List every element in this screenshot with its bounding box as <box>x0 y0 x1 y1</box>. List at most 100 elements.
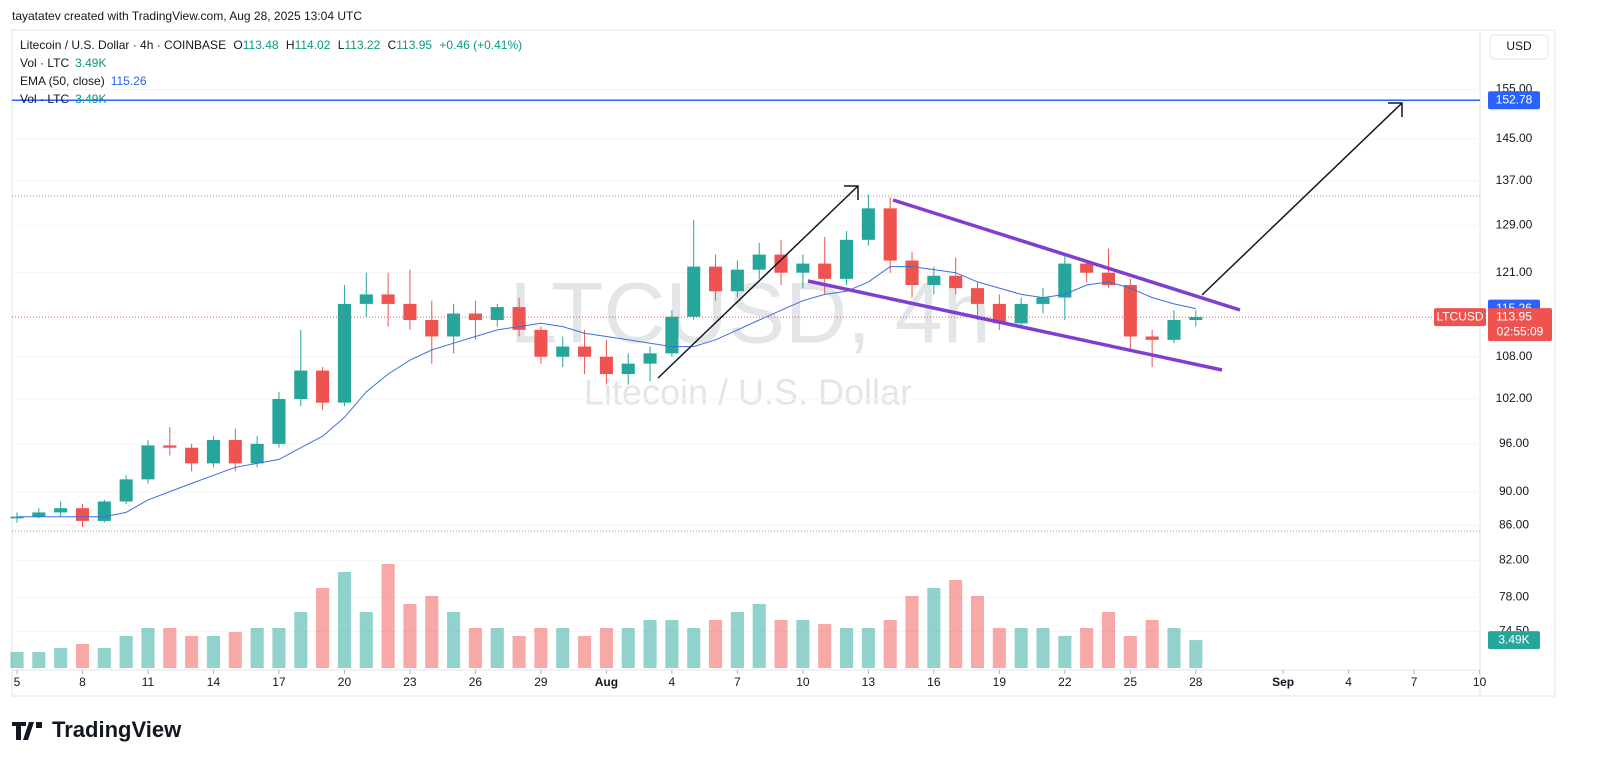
volume-label: 3.49K <box>1498 632 1529 646</box>
legend-ema: EMA (50, close) <box>20 74 105 88</box>
price-label-box <box>1488 91 1540 110</box>
arrow-head <box>844 185 859 200</box>
symbol-box <box>1434 308 1486 327</box>
candle-body <box>709 266 723 292</box>
candle-body <box>905 260 919 286</box>
x-tick-label: 7 <box>734 675 741 689</box>
volume-bar <box>119 636 133 668</box>
volume-bar <box>468 628 482 668</box>
candle-body <box>316 370 330 403</box>
volume-bar <box>1123 636 1137 668</box>
candle-body <box>294 370 308 400</box>
volume-bar <box>839 628 854 668</box>
legend-value: 113.48 <box>243 38 279 52</box>
drawings <box>12 102 1480 532</box>
candle-body <box>578 346 592 357</box>
candle-body <box>752 254 766 270</box>
legend-vol: Vol · LTC <box>20 56 69 70</box>
x-tick-label: 16 <box>927 675 941 689</box>
volume-bar <box>599 628 613 668</box>
legend-key: C <box>388 38 397 52</box>
x-tick-label: 10 <box>1473 675 1487 689</box>
channel-top[interactable] <box>892 198 1241 312</box>
candle-body <box>1123 285 1137 337</box>
candle-body <box>1036 297 1050 304</box>
candle-body <box>730 269 744 292</box>
volume-bar <box>687 628 701 668</box>
volume-bar <box>556 628 570 668</box>
candle-body <box>992 303 1006 324</box>
candle-body <box>1145 336 1159 340</box>
candle-body <box>468 313 482 321</box>
x-tick-label: 10 <box>796 675 810 689</box>
symbol-label: LTCUSD <box>1436 309 1483 323</box>
credit: tayatatev created with TradingView.com, … <box>12 9 362 23</box>
candle-body <box>1080 263 1094 273</box>
candle-body <box>250 443 264 464</box>
volume-bar <box>272 628 286 668</box>
x-tick-label: 22 <box>1058 675 1072 689</box>
candle-body <box>272 399 286 444</box>
candle-body <box>425 320 439 337</box>
volume-bar <box>1189 640 1203 668</box>
legend-change: +0.46 (+0.41%) <box>439 38 522 52</box>
candle-body <box>839 239 854 279</box>
x-tick-label: 26 <box>469 675 483 689</box>
volume-bar <box>228 632 242 668</box>
candle-body <box>206 440 221 464</box>
candle-body <box>665 316 679 354</box>
target-arrow[interactable] <box>1201 102 1403 296</box>
volume-bar <box>1058 636 1072 668</box>
volume-bar <box>512 636 526 668</box>
volume-bar <box>1167 628 1181 668</box>
volume-bar <box>1145 620 1159 668</box>
trend-arrow[interactable] <box>657 185 859 379</box>
price-labels: 155.00145.00137.00129.00121.00108.00102.… <box>1434 82 1552 650</box>
volume-bar <box>534 628 548 668</box>
volume-bar <box>97 648 111 668</box>
ema-line <box>17 266 1196 518</box>
volume-bar <box>141 628 155 668</box>
channel-bottom[interactable] <box>807 279 1223 372</box>
volume-bar <box>403 604 417 668</box>
y-tick-label: 78.00 <box>1499 590 1529 604</box>
candle-body <box>228 440 242 464</box>
candle-body <box>774 254 788 273</box>
x-tick-label: 19 <box>993 675 1007 689</box>
volume-bar <box>185 636 199 668</box>
legend-value: 3.49K <box>75 92 106 106</box>
logo-mark <box>12 722 42 740</box>
y-tick-label: 137.00 <box>1496 173 1533 187</box>
volume-bar <box>730 612 744 668</box>
volume-bar <box>250 628 264 668</box>
legend: Litecoin / U.S. Dollar · 4h · COINBASE O… <box>20 38 522 106</box>
x-tick-label: 4 <box>669 675 676 689</box>
x-tick-label: 8 <box>79 675 86 689</box>
candle-body <box>1167 320 1181 340</box>
volume-bar <box>992 628 1006 668</box>
y-tick-label: 108.00 <box>1496 349 1533 363</box>
legend-row: EMA (50, close) 115.26 <box>20 74 147 88</box>
last-price-label: 113.95 <box>1496 309 1532 323</box>
currency[interactable]: USD <box>1506 39 1532 53</box>
volume-bar <box>381 564 395 668</box>
candle-body <box>643 353 657 364</box>
volume-bar <box>447 612 461 668</box>
volume-bar <box>1036 628 1050 668</box>
candle-body <box>10 516 24 519</box>
candle-body <box>512 307 526 330</box>
volume-bar <box>1101 612 1116 668</box>
currency-button[interactable] <box>1489 34 1549 60</box>
legend-key: O <box>233 38 242 52</box>
y-tick-label: 82.00 <box>1499 553 1529 567</box>
x-tick-label: 4 <box>1345 675 1352 689</box>
candle-body <box>861 208 875 240</box>
candle-body <box>927 275 941 286</box>
volume-bar <box>54 648 68 668</box>
volume-bar <box>490 628 504 668</box>
price-label-box <box>1488 308 1552 342</box>
candle-body <box>54 508 68 513</box>
volume-bar <box>316 588 330 668</box>
candle-body <box>141 445 155 480</box>
